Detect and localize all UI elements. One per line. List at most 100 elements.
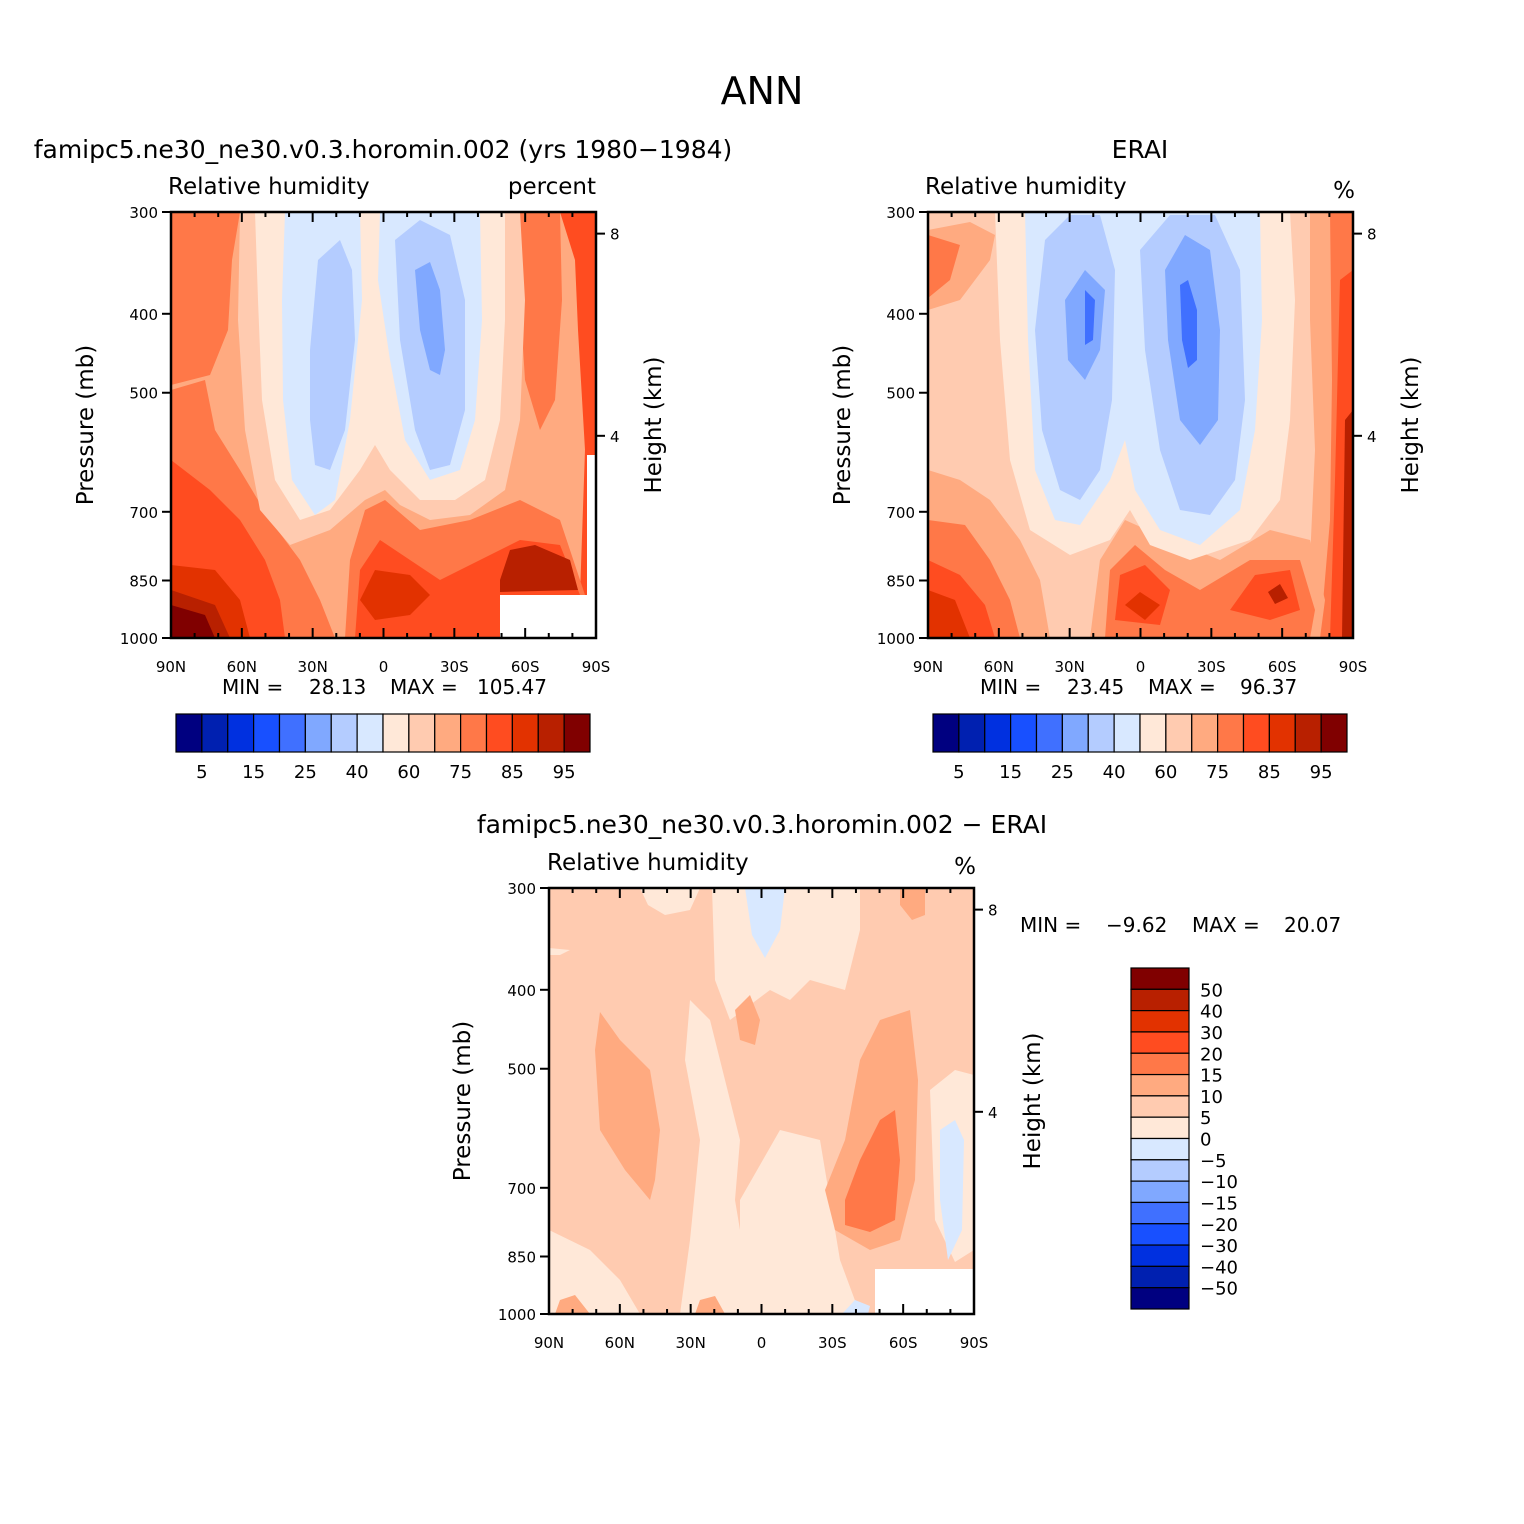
contour-band-80 [1230,570,1300,620]
y-tick-label: 700 [507,1180,536,1198]
x-tick-label: 90N [913,658,943,676]
colorbar-swatch [227,713,255,753]
panel-title: ERAI [1112,135,1169,164]
colorbar-label: 85 [1258,762,1281,783]
colorbar-swatch [434,713,462,753]
contour-field [928,212,1353,638]
min-value: 28.13 [309,675,366,699]
x-tick-label: 30S [1197,658,1226,676]
colorbar-label: −15 [1200,1193,1238,1214]
min-value: −9.62 [1106,913,1167,937]
colorbar-label: 75 [1206,762,1229,783]
colorbar-label: 40 [346,762,369,783]
colorbar-swatch [1268,713,1296,753]
max-value: 105.47 [477,675,547,699]
contour-band-10 [595,1012,660,1200]
colorbar-label: 25 [1051,762,1074,783]
y2-tick-label: 8 [988,902,998,920]
x-tick-label: 0 [1136,658,1146,676]
contour-band-neg5 [842,1300,870,1314]
y2-tick-label: 8 [1367,226,1377,244]
y-tick-label: 1000 [120,630,158,648]
y-tick-label: 1000 [498,1306,536,1324]
panel-title: famipc5.ne30_ne30.v0.3.horomin.002 (yrs … [34,135,733,164]
variable-label: Relative humidity [925,174,1127,200]
min-label: MIN = [980,675,1041,699]
colorbar-label: 60 [1154,762,1177,783]
colorbar-label: 95 [1310,762,1333,783]
min-label: MIN = [222,675,283,699]
max-label: MAX = [1148,675,1216,699]
colorbar-swatch [485,713,513,753]
colorbar-swatch [1130,1159,1190,1182]
contour-band-85 [928,590,970,638]
variable-label: Relative humidity [547,850,749,876]
contour-band-0 [549,1230,640,1314]
min-value: 23.45 [1067,675,1124,699]
contour-band-0 [740,1130,860,1314]
colorbar-label: 75 [449,762,472,783]
contour-band-neg5 [940,1120,964,1260]
colorbar-swatch [382,713,410,753]
colorbar-swatch [1165,713,1193,753]
contour-band-90 [1342,410,1353,638]
colorbar-label: 85 [501,762,524,783]
colorbar-swatch [1130,967,1190,990]
colorbar-swatch [1130,1095,1190,1118]
colorbar-swatch [1087,713,1115,753]
x-tick-label: 30N [1055,658,1085,676]
colorbar-label: 10 [1200,1087,1223,1108]
contour-band-30 [310,240,355,470]
y-tick-label: 300 [129,204,158,222]
colorbar-swatch [1113,713,1141,753]
contour-band-10 [555,1295,590,1314]
y-tick-label: 300 [886,204,915,222]
contour-band-0 [680,1000,745,1314]
colorbar-swatch [1130,1287,1190,1310]
colorbar-label: −50 [1200,1279,1238,1300]
colorbar-label: 5 [196,762,207,783]
contour-band-15 [845,1110,900,1232]
colorbar-swatch [201,713,229,753]
axis-ticks: 300 400 500 700 850 1000 8 4 90N 60N 30N 0 30S 60S 90S [877,204,1377,676]
colorbar-label: 20 [1200,1044,1223,1065]
y-tick-label: 700 [886,504,915,522]
colorbar-swatch [304,713,332,753]
colorbar-swatch [1061,713,1089,753]
colorbar-label: 15 [999,762,1022,783]
colorbar-swatch [175,713,203,753]
colorbar-swatch [984,713,1012,753]
colorbar-label: 95 [553,762,576,783]
colorbar-swatch [1010,713,1038,753]
colorbar-swatch [1130,988,1190,1012]
colorbar-label: 60 [397,762,420,783]
colorbar-swatch [1191,713,1219,753]
contour-band-0 [549,948,570,955]
colorbar-swatch [1130,1223,1190,1246]
y-tick-label: 400 [129,306,158,324]
colorbar-swatch [511,713,539,753]
contour-band-85 [360,570,430,620]
units-label: % [1333,178,1355,204]
contour-band-20 [1085,290,1095,345]
panel-diff: famipc5.ne30_ne30.v0.3.horomin.002 − ERA… [450,810,1341,1352]
x-tick-label: 90S [582,658,611,676]
contour-field [549,888,974,1314]
y-tick-label: 850 [886,572,915,590]
colorbar: 5 15 25 40 60 75 85 95 [175,713,591,783]
axis-ticks: 300 400 500 700 850 1000 8 4 90N 60N 30N 0 30S 60S 90S [120,204,620,676]
colorbar-swatch [1320,713,1348,753]
colorbar-swatch [1130,1201,1190,1225]
y-tick-label: 1000 [877,630,915,648]
panel-obs: ERAI Relative humidity % [830,135,1424,783]
colorbar-label: −30 [1200,1236,1238,1257]
x-tick-label: 60S [511,658,540,676]
colorbar-label: −20 [1200,1215,1238,1236]
x-tick-label: 30N [676,1334,706,1352]
colorbar-label: −5 [1200,1151,1227,1172]
y2-tick-label: 4 [610,428,620,446]
y2-axis-label: Height (km) [641,356,667,493]
figure-title: ANN [721,69,804,113]
colorbar-swatch [460,713,488,753]
x-tick-label: 60N [605,1334,635,1352]
